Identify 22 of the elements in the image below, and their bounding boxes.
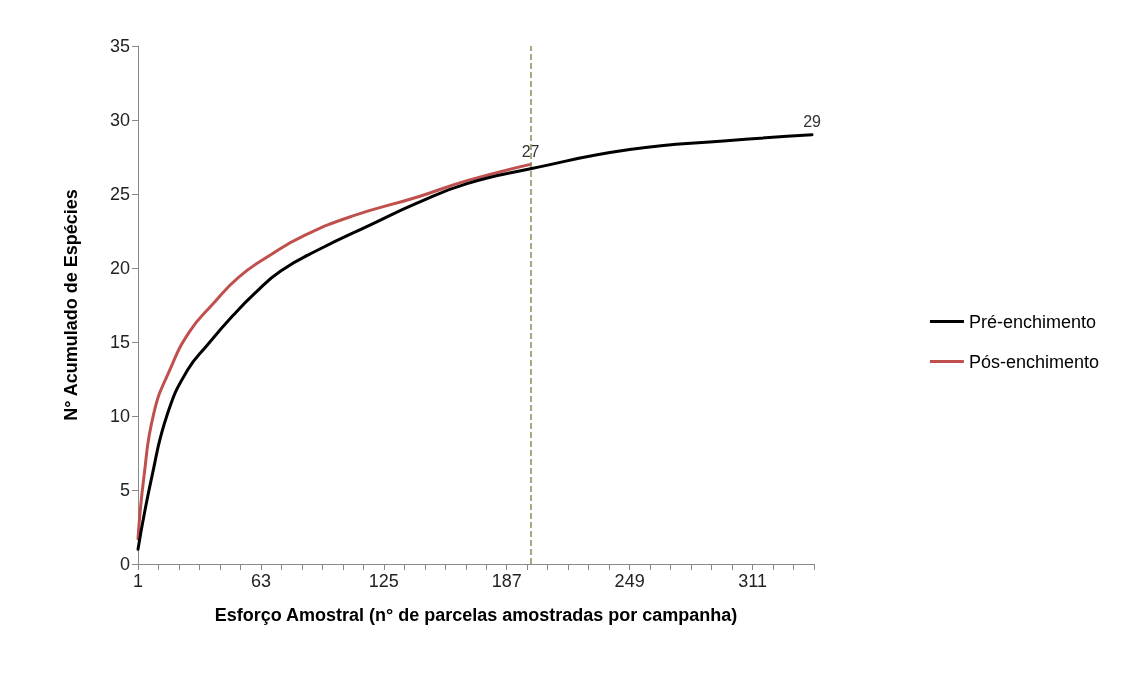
x-tick-label: 187 [491, 571, 522, 591]
y-tick-label: 5 [119, 480, 130, 500]
y-tick-label: 30 [109, 110, 130, 130]
y-tick-label: 20 [109, 258, 130, 278]
line-series [136, 133, 814, 551]
y-tick-label: 25 [109, 184, 130, 204]
legend-label: Pré-enchimento [968, 311, 1097, 332]
x-tick-label: 249 [614, 571, 645, 591]
legend-label: Pós-enchimento [968, 351, 1100, 372]
y-tick-label: 35 [109, 36, 130, 56]
x-axis-title: Esforço Amostral (n° de parcelas amostradas por campanha) [214, 605, 738, 625]
data-label: 29 [803, 113, 822, 131]
x-tick-label: 125 [368, 571, 399, 591]
x-tick-label: 1 [132, 571, 144, 591]
line-series [136, 162, 533, 541]
x-tick-label: 63 [250, 571, 271, 591]
data-label: 27 [521, 142, 540, 160]
y-tick-label: 0 [119, 554, 130, 574]
y-axis-title: N° Acumulado de Espécies [61, 189, 81, 421]
y-tick-label: 10 [109, 406, 130, 426]
y-tick-label: 15 [109, 332, 130, 352]
x-tick-label: 311 [738, 571, 767, 591]
